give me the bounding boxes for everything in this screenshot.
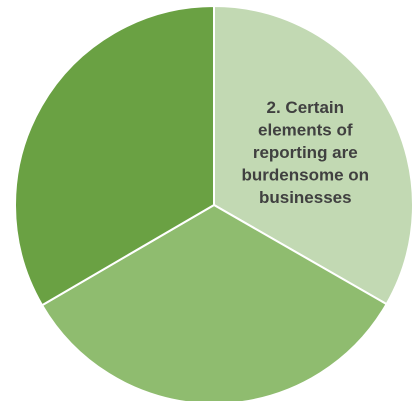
pie-slice-3 <box>14 5 215 307</box>
pie-label-line: businesses <box>259 188 352 207</box>
pie-slices <box>14 5 414 405</box>
pie-label-line: burdensome on <box>242 166 370 185</box>
pie-slice-1 <box>213 5 414 306</box>
pie-labels: 2. Certain elements of reporting are burden… <box>242 98 370 207</box>
pie-label-line: elements of <box>258 121 353 140</box>
pie-label-line: 2. Certain <box>267 98 344 117</box>
pie-slice-1-label: 2. Certain elements of reporting are burden… <box>242 98 370 207</box>
pie-label-line: reporting are <box>253 143 358 162</box>
